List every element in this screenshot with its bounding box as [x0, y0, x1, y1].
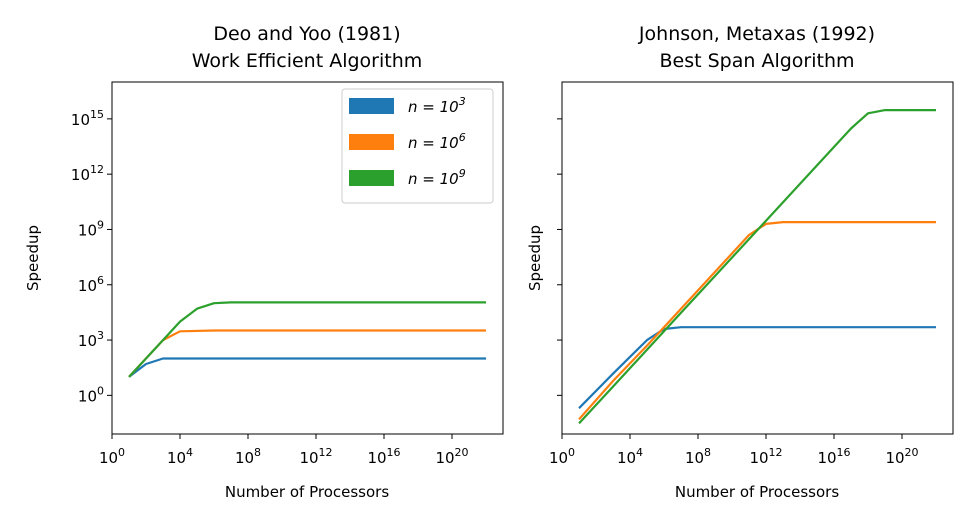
- x-tick-label: 104: [617, 446, 643, 467]
- x-tick-label: 1016: [817, 446, 850, 467]
- chart-left-series-line-1: [128, 357, 486, 378]
- chart-right-plot-area: [561, 81, 954, 435]
- x-tick-label: 100: [99, 446, 125, 467]
- legend-label: n = 103: [408, 95, 466, 116]
- y-tick-label: 100: [78, 384, 104, 405]
- legend-label: n = 106: [408, 131, 466, 152]
- x-tick-label: 1020: [885, 446, 918, 467]
- x-tick-label: 108: [685, 446, 711, 467]
- legend-swatch: [349, 134, 394, 150]
- chart-right-series-line-1: [578, 326, 936, 409]
- y-tick-label: 106: [78, 274, 104, 295]
- x-tick-label: 1012: [299, 446, 332, 467]
- chart-left-series-group: [128, 301, 486, 378]
- chart-left-x-label: Number of Processors: [225, 483, 389, 501]
- chart-right-x-ticks: 100 104 108 1012 1016 1020: [549, 434, 919, 467]
- chart-right-y-label: Speedup: [526, 225, 544, 291]
- chart-left-legend: n = 103 n = 106 n = 109: [341, 88, 494, 204]
- y-tick-label: 1012: [71, 163, 104, 184]
- chart-right-subtitle: Best Span Algorithm: [659, 50, 854, 72]
- y-tick-label: 1015: [71, 108, 104, 129]
- chart-right-y-ticks: [557, 118, 562, 396]
- chart-right-series-group: [578, 109, 936, 425]
- chart-right-x-label: Number of Processors: [675, 483, 839, 501]
- chart-left-y-label: Speedup: [24, 225, 42, 291]
- y-tick-label: 109: [78, 218, 104, 239]
- legend-label: n = 109: [408, 167, 466, 188]
- chart-right-title: Johnson, Metaxas (1992): [638, 23, 875, 45]
- chart-left-series-line-3: [128, 301, 486, 378]
- chart-left-x-ticks: 100 104 108 1012 1016 1020: [99, 434, 469, 467]
- chart-left-plot-area: [111, 81, 504, 435]
- legend-swatch: [349, 98, 394, 114]
- chart-right: Johnson, Metaxas (1992) Best Span Algori…: [526, 23, 954, 501]
- legend-entries: n = 103 n = 106 n = 109: [349, 95, 466, 188]
- chart-left-title: Deo and Yoo (1981): [213, 23, 400, 45]
- chart-left-y-ticks: 100 103 106 109 1012 1015: [71, 108, 112, 405]
- x-tick-label: 100: [549, 446, 575, 467]
- y-tick-label: 103: [78, 329, 104, 350]
- x-tick-label: 104: [167, 446, 193, 467]
- chart-right-series-line-2: [578, 221, 936, 421]
- legend-swatch: [349, 170, 394, 186]
- chart-left: Deo and Yoo (1981) Work Efficient Algori…: [24, 23, 504, 501]
- chart-left-series-line-2: [128, 329, 486, 378]
- x-tick-label: 1020: [435, 446, 468, 467]
- x-tick-label: 1016: [367, 446, 400, 467]
- x-tick-label: 108: [235, 446, 261, 467]
- chart-right-series-line-3: [578, 109, 936, 425]
- x-tick-label: 1012: [749, 446, 782, 467]
- chart-left-subtitle: Work Efficient Algorithm: [192, 50, 423, 72]
